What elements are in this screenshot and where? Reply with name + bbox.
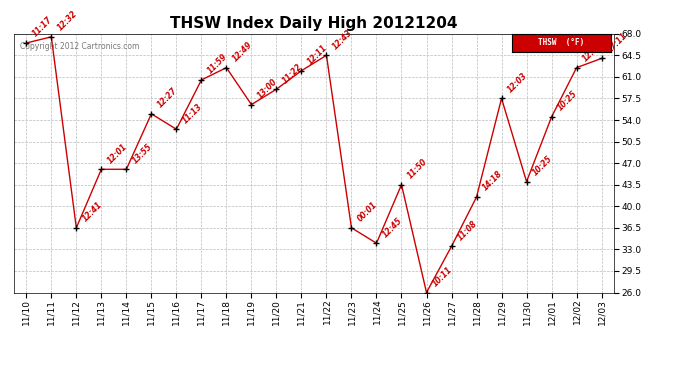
Text: 12:41: 12:41 xyxy=(581,40,604,63)
Text: 10:11: 10:11 xyxy=(431,265,454,288)
Text: 13:55: 13:55 xyxy=(130,142,154,165)
Text: 11:08: 11:08 xyxy=(455,219,479,242)
Text: 12:27: 12:27 xyxy=(155,86,179,109)
Text: 12:01: 12:01 xyxy=(106,142,129,165)
Text: 12:11: 12:11 xyxy=(306,43,329,66)
Title: THSW Index Daily High 20121204: THSW Index Daily High 20121204 xyxy=(170,16,457,31)
Text: 17:11: 17:11 xyxy=(606,31,629,54)
Text: 12:32: 12:32 xyxy=(55,9,79,33)
Text: 12:49: 12:49 xyxy=(230,40,254,63)
Text: 10:25: 10:25 xyxy=(531,154,554,177)
Text: 11:59: 11:59 xyxy=(206,53,229,76)
Text: 13:00: 13:00 xyxy=(255,77,279,101)
Text: 11:50: 11:50 xyxy=(406,157,429,180)
Text: 12:03: 12:03 xyxy=(506,71,529,94)
Text: 10:25: 10:25 xyxy=(555,89,579,113)
Text: 12:45: 12:45 xyxy=(381,216,404,239)
Text: Copyright 2012 Cartronics.com: Copyright 2012 Cartronics.com xyxy=(20,42,139,51)
Text: 12:41: 12:41 xyxy=(81,200,104,223)
Text: 12:43: 12:43 xyxy=(331,28,354,51)
Text: 11:13: 11:13 xyxy=(181,102,204,125)
Text: 11:22: 11:22 xyxy=(281,62,304,85)
Text: 00:01: 00:01 xyxy=(355,200,379,223)
Text: 14:18: 14:18 xyxy=(481,170,504,193)
Text: 11:17: 11:17 xyxy=(30,15,54,39)
